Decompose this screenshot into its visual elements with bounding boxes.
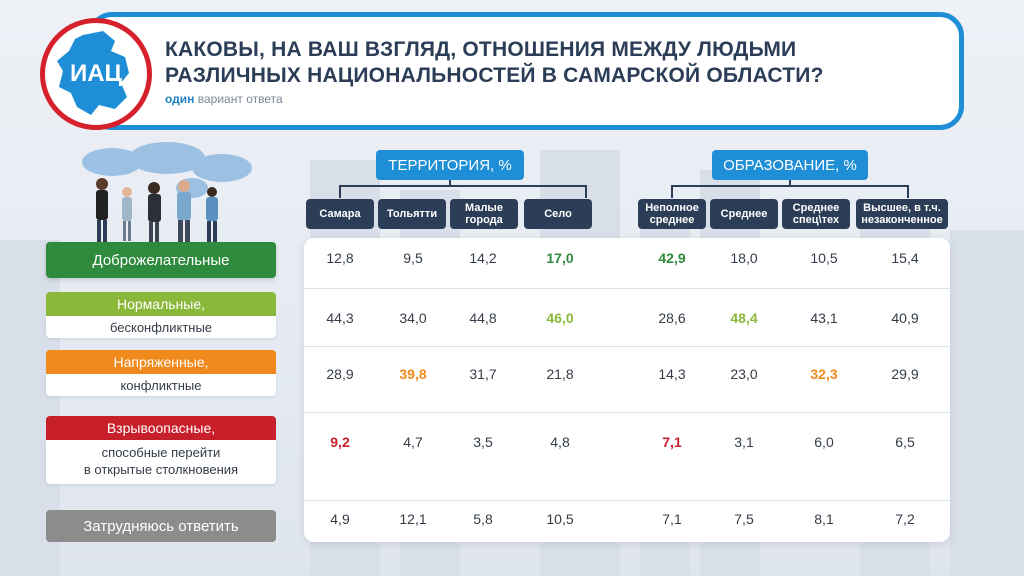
category-label: Затрудняюсь ответить [46,510,276,542]
table-cell: 14,3 [658,366,686,382]
table-cell: 10,5 [546,511,574,527]
column-header: Самара [306,199,374,229]
category-sublabel: бесконфликтные [46,316,276,338]
table-cell: 48,4 [730,310,758,326]
column-header-line: Неполное [645,202,699,214]
category-label: Взрывоопасные, [46,416,276,440]
page-title: КАКОВЫ, НА ВАШ ВЗГЛЯД, ОТНОШЕНИЯ МЕЖДУ Л… [165,37,925,89]
iac-logo: ИАЦ [40,18,152,130]
header-card [88,12,964,130]
table-cell: 3,5 [473,434,493,450]
table-cell: 44,3 [326,310,354,326]
column-header: Высшее, в т.ч. незаконченное [856,199,948,229]
people-with-world-map-illustration [82,142,252,242]
table-cell: 14,2 [469,250,497,266]
column-header: Среднее [710,199,778,229]
column-header-line: Тольятти [386,208,438,220]
table-cell: 4,9 [330,511,350,527]
table-cell: 4,8 [550,434,570,450]
column-header-line: Среднее [792,202,840,214]
column-header-line: Малые [465,202,503,214]
column-header: Село [524,199,592,229]
category-sublabel: способные перейти в открытые столкновения [46,440,276,484]
logo-text: ИАЦ [69,60,123,87]
category-label: Нормальные, [46,292,276,316]
title-line-1: КАКОВЫ, НА ВАШ ВЗГЛЯД, ОТНОШЕНИЯ МЕЖДУ Л… [165,38,797,61]
data-table [304,238,950,542]
table-cell: 12,1 [399,511,427,527]
category-sublabel-line: в открытые столкновения [83,462,239,477]
table-cell: 28,9 [326,366,354,382]
table-cell: 31,7 [469,366,497,382]
subtitle-rest: вариант ответа [197,92,283,106]
table-cell: 6,5 [895,434,915,450]
table-cell: 7,1 [662,434,682,450]
table-cell: 42,9 [658,250,686,266]
column-header-line: незаконченное [861,214,943,226]
table-cell: 21,8 [546,366,574,382]
table-cell: 7,1 [662,511,682,527]
table-cell: 4,7 [403,434,423,450]
table-cell: 44,8 [469,310,497,326]
column-header-line: Село [544,208,572,220]
table-cell: 18,0 [730,250,758,266]
table-cell: 3,1 [734,434,754,450]
column-header-line: среднее [649,214,695,226]
category-label: Доброжелательные [46,242,276,278]
group-label-education: ОБРАЗОВАНИЕ, % [712,150,868,180]
table-cell: 46,0 [546,310,574,326]
table-cell: 43,1 [810,310,838,326]
category-label: Напряженные, [46,350,276,374]
column-header: Среднее спец\тех [782,199,850,229]
table-cell: 12,8 [326,250,354,266]
row-separator [304,412,950,413]
table-cell: 39,8 [399,366,427,382]
column-header-line: спец\тех [792,214,840,226]
category-sublabel-line: способные перейти [101,445,221,460]
category-sublabel-line: конфликтные [120,378,202,393]
title-line-2: РАЗЛИЧНЫХ НАЦИОНАЛЬНОСТЕЙ В САМАРСКОЙ ОБ… [165,64,824,87]
group-brackets [339,180,909,198]
table-cell: 10,5 [810,250,838,266]
table-cell: 34,0 [399,310,427,326]
row-separator [304,500,950,501]
table-cell: 7,2 [895,511,915,527]
table-cell: 8,1 [814,511,834,527]
category-sublabel: конфликтные [46,374,276,396]
column-header-line: Высшее, в т.ч. [863,202,941,214]
table-cell: 40,9 [891,310,919,326]
column-header: Малые города [450,199,518,229]
row-separator [304,346,950,347]
subtitle-bold: один [165,92,195,106]
column-header-line: Среднее [720,208,768,220]
table-cell: 17,0 [546,250,574,266]
table-cell: 6,0 [814,434,834,450]
column-header: Неполное среднее [638,199,706,229]
table-cell: 23,0 [730,366,758,382]
table-cell: 5,8 [473,511,493,527]
table-cell: 29,9 [891,366,919,382]
table-cell: 28,6 [658,310,686,326]
table-cell: 32,3 [810,366,838,382]
samara-region-map-icon [57,31,129,115]
subtitle: один вариант ответа [165,92,283,106]
column-header-line: Самара [319,208,361,220]
table-cell: 9,2 [330,434,350,450]
column-header-line: города [465,214,503,226]
category-sublabel-line: бесконфликтные [109,320,213,335]
row-separator [304,288,950,289]
table-cell: 7,5 [734,511,754,527]
table-cell: 9,5 [403,250,423,266]
table-cell: 15,4 [891,250,919,266]
group-label-territory: ТЕРРИТОРИЯ, % [376,150,524,180]
column-header: Тольятти [378,199,446,229]
